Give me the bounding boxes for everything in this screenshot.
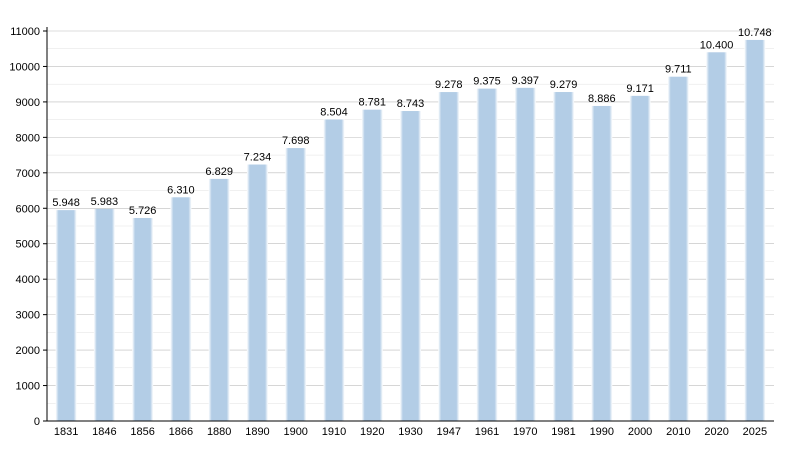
- y-tick-label: 5000: [16, 239, 40, 251]
- bar-1920: [361, 109, 383, 421]
- data-label-1981: 9.279: [550, 79, 578, 91]
- data-label-1990: 8.886: [588, 93, 616, 105]
- bar-1961: [476, 88, 498, 421]
- data-label-1890: 7.234: [244, 152, 272, 164]
- data-label-2010: 9.711: [665, 64, 692, 76]
- bar-2010: [667, 76, 689, 421]
- data-label-2025: 10.748: [738, 27, 772, 39]
- data-labels: 5.948 5.983 5.726 6.310 6.829 7.234 7.698 8.504…: [52, 27, 771, 217]
- x-tick-label: 1831: [54, 426, 78, 438]
- bar-1970: [514, 87, 536, 422]
- data-label-1970: 9.397: [512, 75, 540, 87]
- x-tick-label: 2000: [628, 426, 652, 438]
- bar-1866: [170, 197, 192, 421]
- x-tick-label: 1970: [513, 426, 537, 438]
- data-label-1947: 9.278: [435, 79, 463, 91]
- bar-1981: [553, 92, 575, 421]
- bar-1930: [399, 111, 422, 422]
- y-tick-label: 7000: [16, 168, 40, 180]
- x-tick-label: 1890: [245, 426, 269, 438]
- x-tick-label: 1981: [551, 426, 575, 438]
- y-tick-label: 6000: [16, 203, 40, 215]
- bar-1831: [55, 210, 77, 421]
- x-tick-label: 2025: [743, 426, 767, 438]
- y-tick-label: 8000: [16, 132, 40, 144]
- bar-2020: [706, 52, 728, 421]
- data-label-1846: 5.983: [91, 196, 119, 208]
- data-label-1961: 9.375: [473, 76, 501, 88]
- x-tick-label: 1880: [207, 426, 231, 438]
- bar-1990: [591, 105, 613, 421]
- axes: 0 1000 2000 3000 4000 5000 6000 7000 8000 9000 100…: [9, 26, 774, 438]
- x-tick-label: 1990: [590, 426, 614, 438]
- data-label-2000: 9.171: [626, 83, 654, 95]
- data-label-1920: 8.781: [358, 97, 386, 109]
- x-tick-label: 1910: [322, 426, 346, 438]
- x-tick-label: 2020: [704, 426, 728, 438]
- x-tick-label: 1856: [130, 426, 154, 438]
- x-tick-label: 1900: [283, 426, 307, 438]
- bar-1910: [323, 119, 345, 422]
- x-tick-label: 1947: [437, 426, 461, 438]
- bar-1890: [246, 164, 268, 421]
- y-tick-label: 2000: [16, 345, 40, 357]
- x-tick-label: 1920: [360, 426, 384, 438]
- data-label-2020: 10.400: [700, 39, 734, 51]
- bar-2000: [629, 95, 651, 421]
- x-tick-label: 2010: [666, 426, 690, 438]
- bar-1846: [93, 208, 115, 421]
- x-tick-label: 1846: [92, 426, 116, 438]
- data-label-1880: 6.829: [205, 166, 233, 178]
- data-label-1866: 6.310: [167, 184, 195, 196]
- bar-1880: [208, 178, 230, 421]
- y-tick-label: 11000: [10, 26, 40, 38]
- y-tick-label: 4000: [16, 274, 40, 286]
- data-label-1831: 5.948: [52, 197, 80, 209]
- data-label-1856: 5.726: [129, 205, 157, 217]
- bar-1947: [438, 92, 460, 421]
- x-tick-label: 1866: [169, 426, 193, 438]
- bar-1900: [285, 148, 307, 421]
- x-tick-label: 1961: [475, 426, 499, 438]
- y-tick-label: 3000: [16, 310, 40, 322]
- bars: [55, 39, 766, 422]
- x-tick-label: 1930: [398, 426, 422, 438]
- data-label-1900: 7.698: [282, 135, 310, 147]
- y-tick-label: 1000: [16, 381, 40, 393]
- bar-2025: [744, 39, 766, 422]
- y-tick-label: 0: [34, 416, 40, 428]
- data-label-1930: 8.743: [397, 98, 425, 110]
- bar-1856: [132, 217, 154, 421]
- data-label-1910: 8.504: [320, 106, 348, 118]
- y-tick-label: 9000: [16, 97, 40, 109]
- y-tick-label: 10000: [9, 61, 40, 73]
